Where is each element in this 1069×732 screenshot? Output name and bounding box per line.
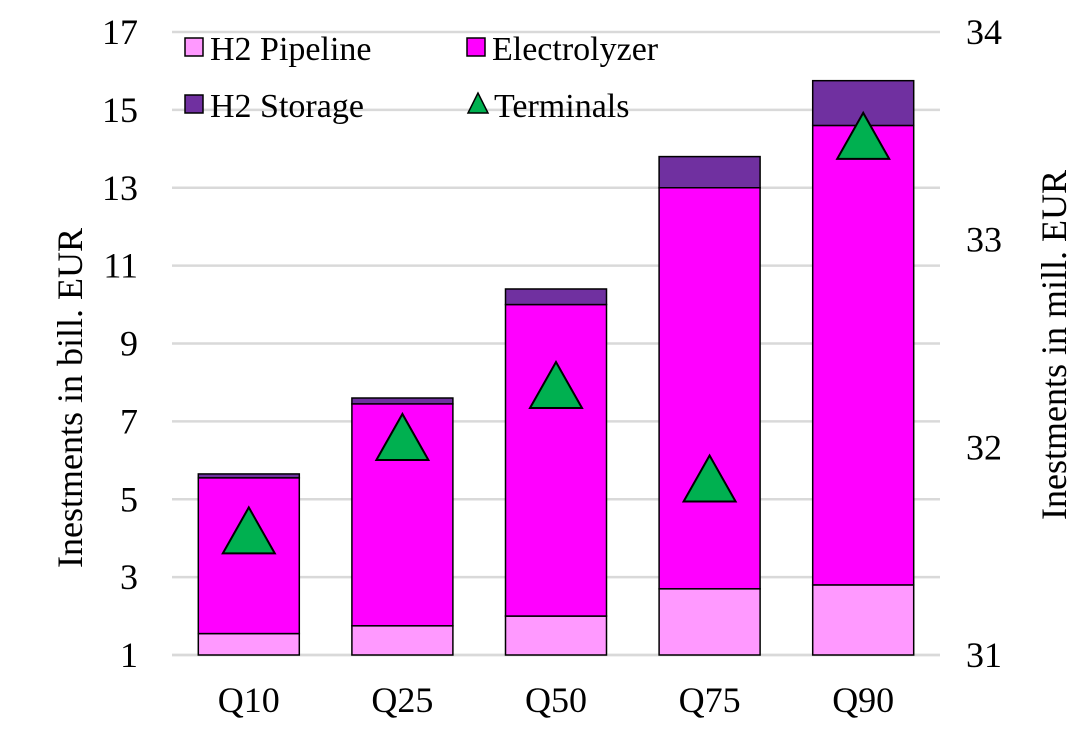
x-tick-label: Q50 xyxy=(525,680,587,720)
bar-electrolyzer-q75 xyxy=(658,187,761,590)
right-tick-label: 31 xyxy=(966,635,1002,675)
bar-h2-pipeline-q50 xyxy=(504,615,608,656)
bar-h2-pipeline-q90 xyxy=(811,584,915,656)
marker-terminals-q50 xyxy=(528,360,584,410)
right-tick-label: 34 xyxy=(966,12,1002,52)
legend-swatch-electrolyzer xyxy=(466,37,486,57)
x-tick-label: Q90 xyxy=(832,680,894,720)
left-tick-label: 17 xyxy=(102,12,138,52)
bar-h2-pipeline-q75 xyxy=(658,588,761,656)
legend: H2 Pipeline Electrolyzer H2 Storage Term… xyxy=(184,31,659,125)
right-axis-title: Inestments in mill. EUR xyxy=(1034,170,1069,520)
bar-h2-pipeline-q10 xyxy=(197,632,301,656)
left-tick-label: 11 xyxy=(103,246,138,286)
x-tick-label: Q75 xyxy=(679,680,741,720)
left-tick-label: 9 xyxy=(120,324,138,364)
bar-electrolyzer-q50 xyxy=(504,303,608,617)
legend-item-h2-storage: H2 Storage xyxy=(184,88,364,125)
legend-swatch-h2-pipeline xyxy=(184,37,204,57)
right-axis-ticks: 31 32 33 34 xyxy=(966,12,1002,675)
left-tick-label: 13 xyxy=(102,168,138,208)
legend-item-electrolyzer: Electrolyzer xyxy=(466,31,659,68)
legend-item-h2-pipeline: H2 Pipeline xyxy=(184,31,371,68)
terminal-markers xyxy=(221,110,891,555)
left-tick-label: 15 xyxy=(102,90,138,130)
bar-electrolyzer-q90 xyxy=(811,124,915,586)
left-tick-label: 3 xyxy=(120,557,138,597)
marker-terminals-q75 xyxy=(681,453,738,503)
bar-h2-storage-q10 xyxy=(197,473,301,479)
left-tick-label: 7 xyxy=(120,401,138,441)
left-tick-label: 5 xyxy=(120,479,138,519)
bar-h2-storage-q75 xyxy=(658,155,761,189)
legend-label-terminals: Terminals xyxy=(494,88,629,125)
left-tick-label: 1 xyxy=(120,635,138,675)
x-tick-label: Q10 xyxy=(218,680,280,720)
bar-h2-pipeline-q25 xyxy=(351,625,454,656)
x-axis-ticks: Q10 Q25 Q50 Q75 Q90 xyxy=(218,680,894,720)
marker-terminals-q25 xyxy=(374,411,431,461)
left-axis-title: Inestments in bill. EUR xyxy=(50,228,90,568)
legend-label-h2-storage: H2 Storage xyxy=(210,88,364,125)
legend-swatch-h2-storage xyxy=(184,94,204,114)
marker-terminals-q90 xyxy=(835,110,891,160)
legend-label-electrolyzer: Electrolyzer xyxy=(492,31,659,68)
right-tick-label: 32 xyxy=(966,427,1002,467)
marker-terminals-q10 xyxy=(221,505,277,555)
legend-item-terminals: Terminals xyxy=(466,88,629,125)
bar-h2-storage-q50 xyxy=(504,288,608,306)
bar-h2-storage-q25 xyxy=(351,397,454,405)
legend-label-h2-pipeline: H2 Pipeline xyxy=(210,31,371,68)
right-tick-label: 33 xyxy=(966,220,1002,260)
x-tick-label: Q25 xyxy=(371,680,433,720)
bar-electrolyzer-q10 xyxy=(197,477,301,635)
legend-marker-terminals xyxy=(466,91,490,114)
